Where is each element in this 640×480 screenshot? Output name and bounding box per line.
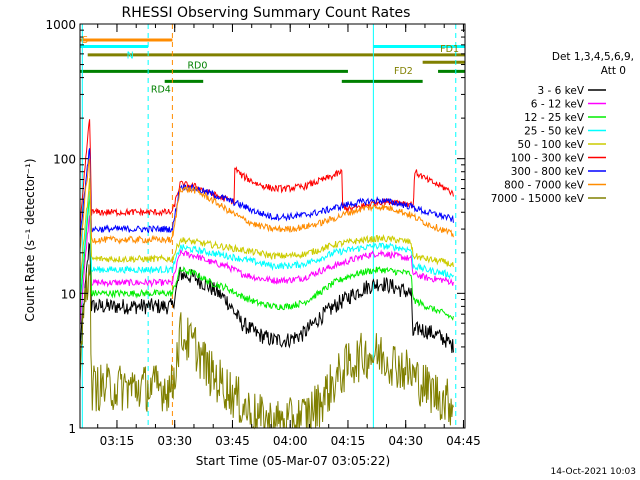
y-tick-label: 1000 xyxy=(45,18,76,32)
x-tick-label: 03:30 xyxy=(157,434,192,448)
y-tick-label: 100 xyxy=(53,153,76,167)
y-tick-label: 10 xyxy=(61,287,76,301)
legend-label-100-300-kev: 100 - 300 keV xyxy=(511,153,585,165)
legend-label-6-12-kev: 6 - 12 keV xyxy=(531,99,585,111)
legend: Det 1,3,4,5,6,9, Att 0 3 - 6 keV 6 - 12 k… xyxy=(491,51,634,205)
series-line-300-800-kev xyxy=(79,148,454,243)
legend-header-line2: Att 0 xyxy=(601,65,626,77)
x-tick-label: 04:30 xyxy=(388,434,423,448)
state-bar-label-s: S xyxy=(82,35,88,46)
y-tick-label: 1 xyxy=(68,422,76,436)
state-bar-label-fd1: FD1 xyxy=(440,44,459,55)
series-line-3-6-kev xyxy=(79,242,454,354)
x-tick-label: 03:45 xyxy=(215,434,250,448)
series-line-800-7000-kev xyxy=(79,158,454,250)
state-bar-label-fd2: FD2 xyxy=(394,66,413,77)
x-tick-label: 04:15 xyxy=(331,434,366,448)
legend-label-3-6-kev: 3 - 6 keV xyxy=(537,85,584,97)
legend-label-800-7000-kev: 800 - 7000 keV xyxy=(504,180,585,192)
series-lines xyxy=(79,119,454,430)
y-axis-label: Count Rate (s⁻¹ detector⁻¹) xyxy=(23,158,37,321)
series-line-100-300-kev xyxy=(79,119,454,228)
state-bars xyxy=(80,38,465,83)
x-axis-ticks: 03:15 03:30 03:45 04:00 04:15 04:30 04:45 xyxy=(97,24,481,448)
series-line-12-25-kev xyxy=(79,191,454,321)
state-bar-label-rd0: RD0 xyxy=(187,60,207,71)
series-line-25-50-kev xyxy=(79,190,454,295)
timestamp: 14-Oct-2021 10:03 xyxy=(551,467,636,477)
series-line-6-12-kev xyxy=(79,215,454,327)
series-line-7000-15000-kev xyxy=(79,264,454,430)
legend-label-50-100-kev: 50 - 100 keV xyxy=(517,139,584,151)
series-line-50-100-kev xyxy=(79,178,454,285)
state-bar-label-rd4: RD4 xyxy=(151,84,171,95)
plot-frame xyxy=(79,23,466,429)
x-tick-label: 04:00 xyxy=(273,434,308,448)
x-tick-label: 04:45 xyxy=(446,434,481,448)
state-bar-labels: S N FD1 FD2 RD0 RD4 xyxy=(82,35,459,95)
legend-header-line1: Det 1,3,4,5,6,9, xyxy=(552,51,634,63)
y-axis-ticks: 1000 100 10 1 xyxy=(45,18,465,436)
legend-label-7000-15000-kev: 7000 - 15000 keV xyxy=(491,193,585,205)
legend-label-25-50-kev: 25 - 50 keV xyxy=(524,126,585,138)
legend-label-12-25-kev: 12 - 25 keV xyxy=(524,112,585,124)
x-tick-label: 03:15 xyxy=(100,434,135,448)
chart-title: RHESSI Observing Summary Count Rates xyxy=(122,5,411,21)
state-bar-label-n: N xyxy=(127,51,134,62)
x-axis-label: Start Time (05-Mar-07 03:05:22) xyxy=(196,454,390,468)
legend-label-300-800-kev: 300 - 800 keV xyxy=(511,166,585,178)
